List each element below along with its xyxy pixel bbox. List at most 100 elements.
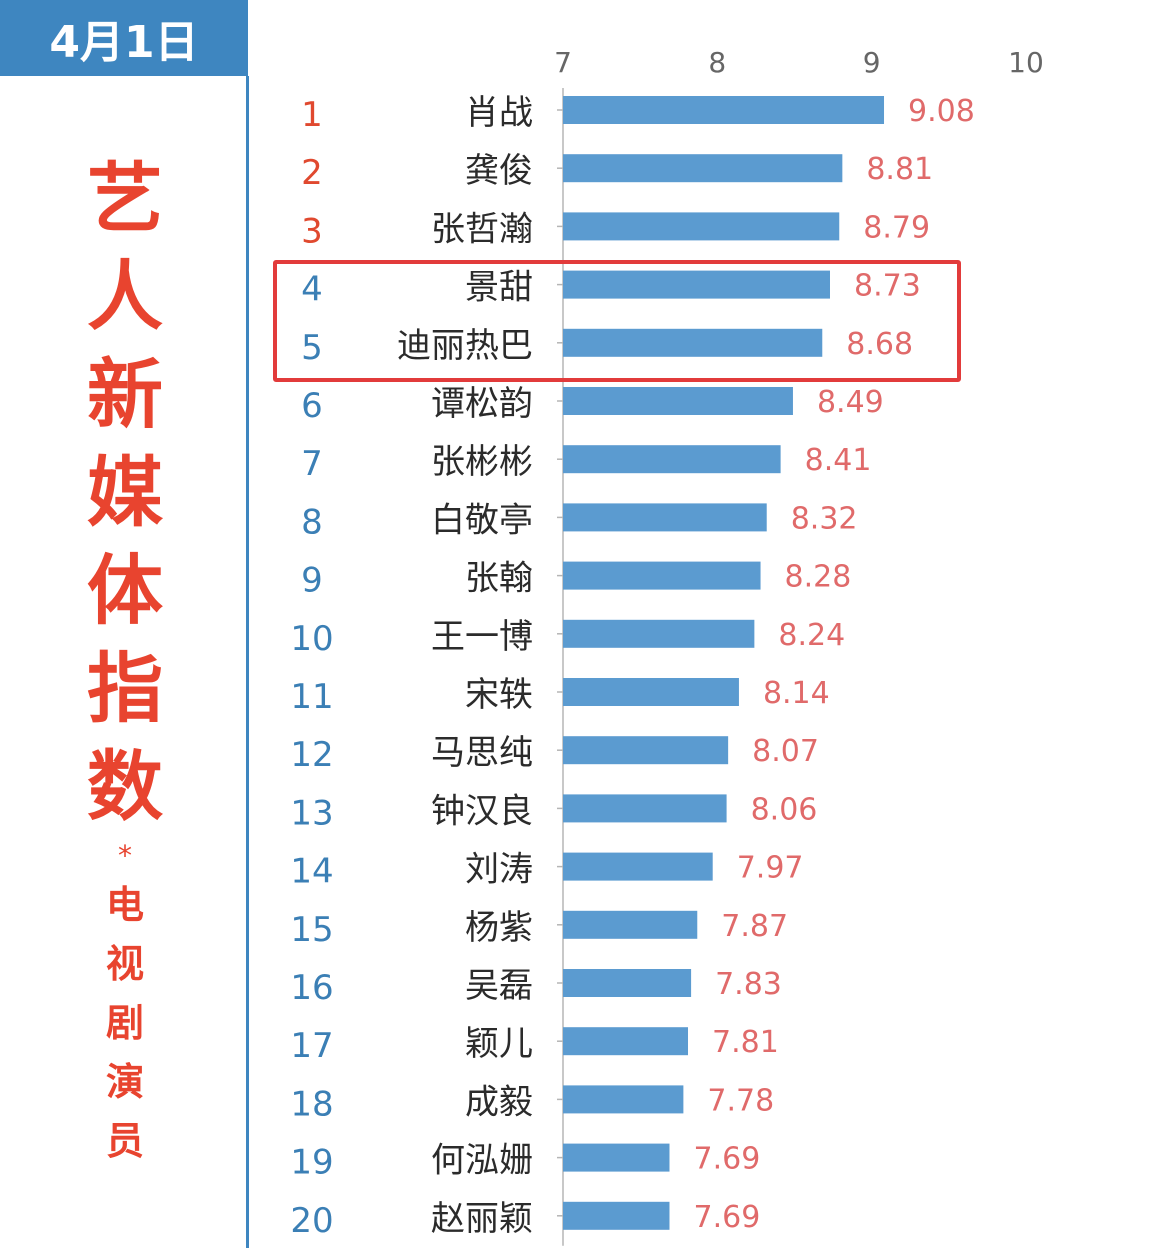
value-label: 8.49: [817, 385, 884, 420]
rank-label: 19: [290, 1143, 333, 1183]
x-tick-label: 10: [1008, 46, 1044, 79]
value-label: 7.97: [737, 851, 804, 886]
subtitle-char: 电: [105, 883, 144, 927]
title-char: 指: [87, 644, 163, 733]
value-label: 8.07: [752, 734, 819, 769]
rank-label: 16: [290, 968, 333, 1008]
title-char: 媒: [87, 448, 163, 537]
name-label: 张哲瀚: [431, 209, 533, 249]
bar: [563, 154, 843, 183]
name-label: 张翰: [465, 559, 533, 599]
value-label: 8.79: [863, 210, 930, 245]
value-label: 7.69: [693, 1200, 760, 1235]
x-tick-label: 8: [708, 46, 726, 79]
value-label: 7.83: [715, 967, 782, 1002]
name-label: 何泓姗: [431, 1141, 533, 1181]
value-label: 8.28: [785, 560, 852, 595]
title-char: 体: [87, 546, 163, 635]
name-label: 刘涛: [465, 850, 533, 890]
rank-label: 3: [301, 211, 323, 251]
name-label: 景甜: [465, 268, 533, 308]
rank-label: 11: [290, 677, 333, 717]
value-label: 7.87: [721, 909, 788, 944]
name-label: 成毅: [465, 1082, 533, 1122]
name-label: 赵丽颖: [431, 1199, 533, 1239]
bar: [563, 1027, 689, 1056]
name-label: 颖儿: [465, 1024, 533, 1064]
value-label: 8.41: [805, 443, 872, 478]
bar: [563, 619, 755, 648]
name-label: 杨紫: [465, 908, 533, 948]
name-label: 肖战: [465, 93, 533, 133]
name-label: 龚俊: [465, 151, 533, 191]
rank-label: 1: [301, 95, 323, 135]
value-label: 7.81: [712, 1025, 779, 1060]
left-divider: [246, 76, 249, 1248]
bar: [563, 910, 698, 939]
rank-label: 18: [290, 1084, 333, 1124]
name-label: 钟汉良: [431, 791, 533, 831]
name-label: 迪丽热巴: [397, 326, 533, 366]
bar: [563, 445, 781, 474]
x-tick-label: 9: [863, 46, 881, 79]
bar: [563, 561, 761, 590]
subtitle-char: 员: [105, 1119, 144, 1163]
bar: [563, 212, 840, 241]
bar: [563, 503, 767, 532]
value-label: 9.08: [908, 94, 975, 129]
rank-label: 15: [290, 910, 333, 950]
name-label: 宋轶: [465, 675, 533, 715]
rank-label: 6: [301, 386, 323, 426]
bar: [563, 328, 823, 357]
rank-label: 14: [290, 852, 333, 892]
name-label: 谭松韵: [431, 384, 533, 424]
bar: [563, 969, 692, 997]
bar: [563, 270, 830, 299]
value-label: 8.32: [791, 501, 858, 536]
bar: [563, 1085, 684, 1114]
title-char: 数: [87, 742, 163, 831]
rank-label: 7: [301, 444, 323, 484]
subtitle-char: 视: [105, 942, 144, 986]
bar: [563, 678, 739, 706]
bar: [563, 1143, 670, 1172]
value-label: 8.06: [751, 792, 818, 827]
value-label: 8.73: [854, 269, 921, 304]
value-label: 7.78: [707, 1083, 774, 1118]
value-label: 8.14: [763, 676, 830, 711]
bar: [563, 852, 713, 881]
value-label: 8.24: [778, 618, 845, 653]
bar: [563, 96, 885, 124]
value-label: 8.81: [866, 152, 933, 187]
title-char: 艺: [87, 154, 163, 243]
rank-label: 12: [290, 735, 333, 775]
side-title: 艺 人 新 媒 体 指 数 * 电 视 剧 演 员: [60, 150, 190, 1171]
title-char: 人: [87, 252, 163, 341]
bar: [563, 1201, 670, 1230]
subtitle-char: 剧: [105, 1001, 144, 1045]
title-separator: *: [118, 839, 132, 872]
bar: [563, 794, 727, 823]
name-label: 张彬彬: [431, 442, 533, 482]
title-char: 新: [87, 350, 163, 439]
x-tick-label: 7: [554, 46, 572, 79]
rank-label: 17: [290, 1026, 333, 1066]
name-label: 白敬亭: [431, 500, 533, 540]
rank-label: 2: [301, 153, 323, 193]
highlight-box: [273, 260, 961, 382]
rank-label: 8: [301, 502, 323, 542]
name-label: 王一博: [431, 617, 533, 657]
rank-label: 10: [290, 619, 333, 659]
bar: [563, 736, 729, 765]
subtitle-char: 演: [105, 1060, 144, 1104]
value-label: 7.69: [693, 1142, 760, 1177]
rank-label: 4: [301, 270, 323, 310]
rank-label: 5: [301, 328, 323, 368]
rank-label: 9: [301, 561, 323, 601]
date-tab: 4月1日: [0, 0, 248, 76]
value-label: 8.68: [846, 327, 913, 362]
name-label: 吴磊: [465, 966, 533, 1006]
bar: [563, 387, 793, 415]
name-label: 马思纯: [431, 733, 533, 773]
